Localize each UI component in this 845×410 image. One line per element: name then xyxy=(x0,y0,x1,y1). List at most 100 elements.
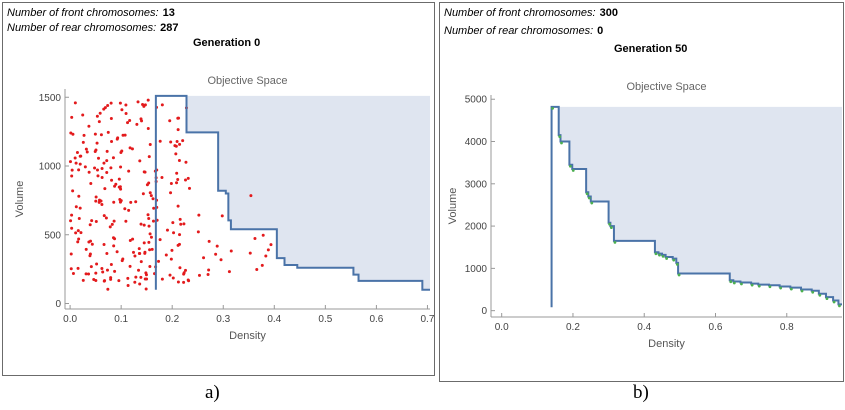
rear-point xyxy=(74,205,78,209)
front-point xyxy=(789,287,793,291)
rear-point xyxy=(87,170,91,174)
x-tick-label: 0.6 xyxy=(709,322,723,333)
rear-point xyxy=(177,242,181,246)
rear-point xyxy=(202,256,206,260)
rear-point xyxy=(139,260,143,264)
rear-count-value: 287 xyxy=(160,22,179,34)
rear-point xyxy=(71,132,75,136)
rear-point xyxy=(219,258,223,262)
rear-point xyxy=(74,161,78,165)
rear-point xyxy=(144,287,148,291)
rear-point xyxy=(130,147,134,151)
rear-point xyxy=(127,208,131,212)
rear-point xyxy=(105,252,109,256)
rear-point xyxy=(214,252,218,256)
rear-point xyxy=(111,156,115,160)
rear-point xyxy=(97,156,101,160)
rear-point xyxy=(94,279,98,283)
objective-space-chart: Objective Space 0.0 0.2 0.4 0.6 0.8 0 1000 2000 3… xyxy=(447,81,842,350)
x-axis-label: Density xyxy=(648,338,685,350)
rear-point xyxy=(149,235,153,239)
x-axis-label: Density xyxy=(229,330,266,342)
rear-point xyxy=(182,222,186,226)
pareto-front-line xyxy=(550,105,842,308)
rear-point xyxy=(118,197,122,201)
rear-point xyxy=(138,252,142,256)
x-tick-label: 0.3 xyxy=(216,314,230,325)
y-tick-label: 1000 xyxy=(465,264,488,275)
rear-point xyxy=(182,271,186,275)
rear-point xyxy=(112,219,116,223)
front-point xyxy=(811,290,815,294)
rear-point xyxy=(148,264,152,268)
rear-point xyxy=(158,238,162,242)
front-point xyxy=(654,252,658,256)
panel-b: Number of front chromosomes: 300 Number o… xyxy=(439,2,844,382)
x-tick-label: 0.4 xyxy=(267,314,281,325)
rear-point xyxy=(87,124,91,128)
rear-point xyxy=(101,270,105,274)
rear-point xyxy=(70,213,74,217)
rear-point xyxy=(172,231,176,235)
rear-point xyxy=(90,242,94,246)
rear-point xyxy=(93,132,97,136)
rear-point xyxy=(123,133,127,137)
front-point xyxy=(551,106,554,110)
rear-point xyxy=(84,147,88,151)
rear-point xyxy=(261,233,265,237)
x-tick-label: 0.0 xyxy=(63,314,77,325)
rear-point xyxy=(126,121,130,125)
rear-point xyxy=(105,268,109,272)
rear-point xyxy=(171,221,175,225)
rear-point xyxy=(170,248,174,252)
rear-point xyxy=(160,277,164,281)
rear-point xyxy=(184,178,188,182)
rear-point xyxy=(105,171,109,175)
generation-label: Generation 0 xyxy=(193,37,261,49)
front-point xyxy=(661,254,665,258)
front-point xyxy=(757,284,761,288)
rear-point xyxy=(70,168,74,172)
front-point xyxy=(800,289,804,293)
rear-point xyxy=(174,152,178,156)
rear-point xyxy=(93,166,97,170)
rear-point xyxy=(81,113,85,117)
rear-point xyxy=(133,254,137,258)
rear-point xyxy=(84,272,88,276)
front-point xyxy=(609,226,613,229)
rear-point xyxy=(196,230,200,234)
rear-point xyxy=(139,222,143,226)
rear-point xyxy=(158,139,162,143)
rear-point xyxy=(176,178,180,182)
rear-point xyxy=(95,114,99,118)
rear-point xyxy=(197,273,201,277)
rear-point xyxy=(102,214,106,218)
rear-point xyxy=(73,101,77,105)
rear-point xyxy=(115,250,119,254)
y-tick-label: 2000 xyxy=(465,222,488,233)
front-count-label: Number of front chromosomes: xyxy=(7,7,159,19)
rear-point xyxy=(106,103,110,107)
rear-point xyxy=(134,200,138,204)
rear-point xyxy=(88,223,92,227)
rear-point xyxy=(168,119,172,123)
rear-point xyxy=(176,116,180,120)
front-point xyxy=(768,285,772,289)
rear-point xyxy=(207,239,211,243)
rear-point xyxy=(138,159,142,163)
rear-point xyxy=(70,174,74,178)
rear-point xyxy=(123,207,127,211)
rear-point xyxy=(136,100,140,104)
rear-point xyxy=(164,253,168,257)
rear-point xyxy=(113,269,117,273)
rear-point xyxy=(178,217,182,221)
rear-point xyxy=(95,168,99,172)
rear-point xyxy=(269,243,273,247)
rear-point xyxy=(128,264,132,268)
rear-point xyxy=(229,249,233,253)
rear-point xyxy=(118,101,122,105)
rear-point xyxy=(105,149,109,153)
y-tick-label: 0 xyxy=(481,306,487,317)
rear-point xyxy=(100,166,104,170)
rear-point xyxy=(87,272,91,276)
